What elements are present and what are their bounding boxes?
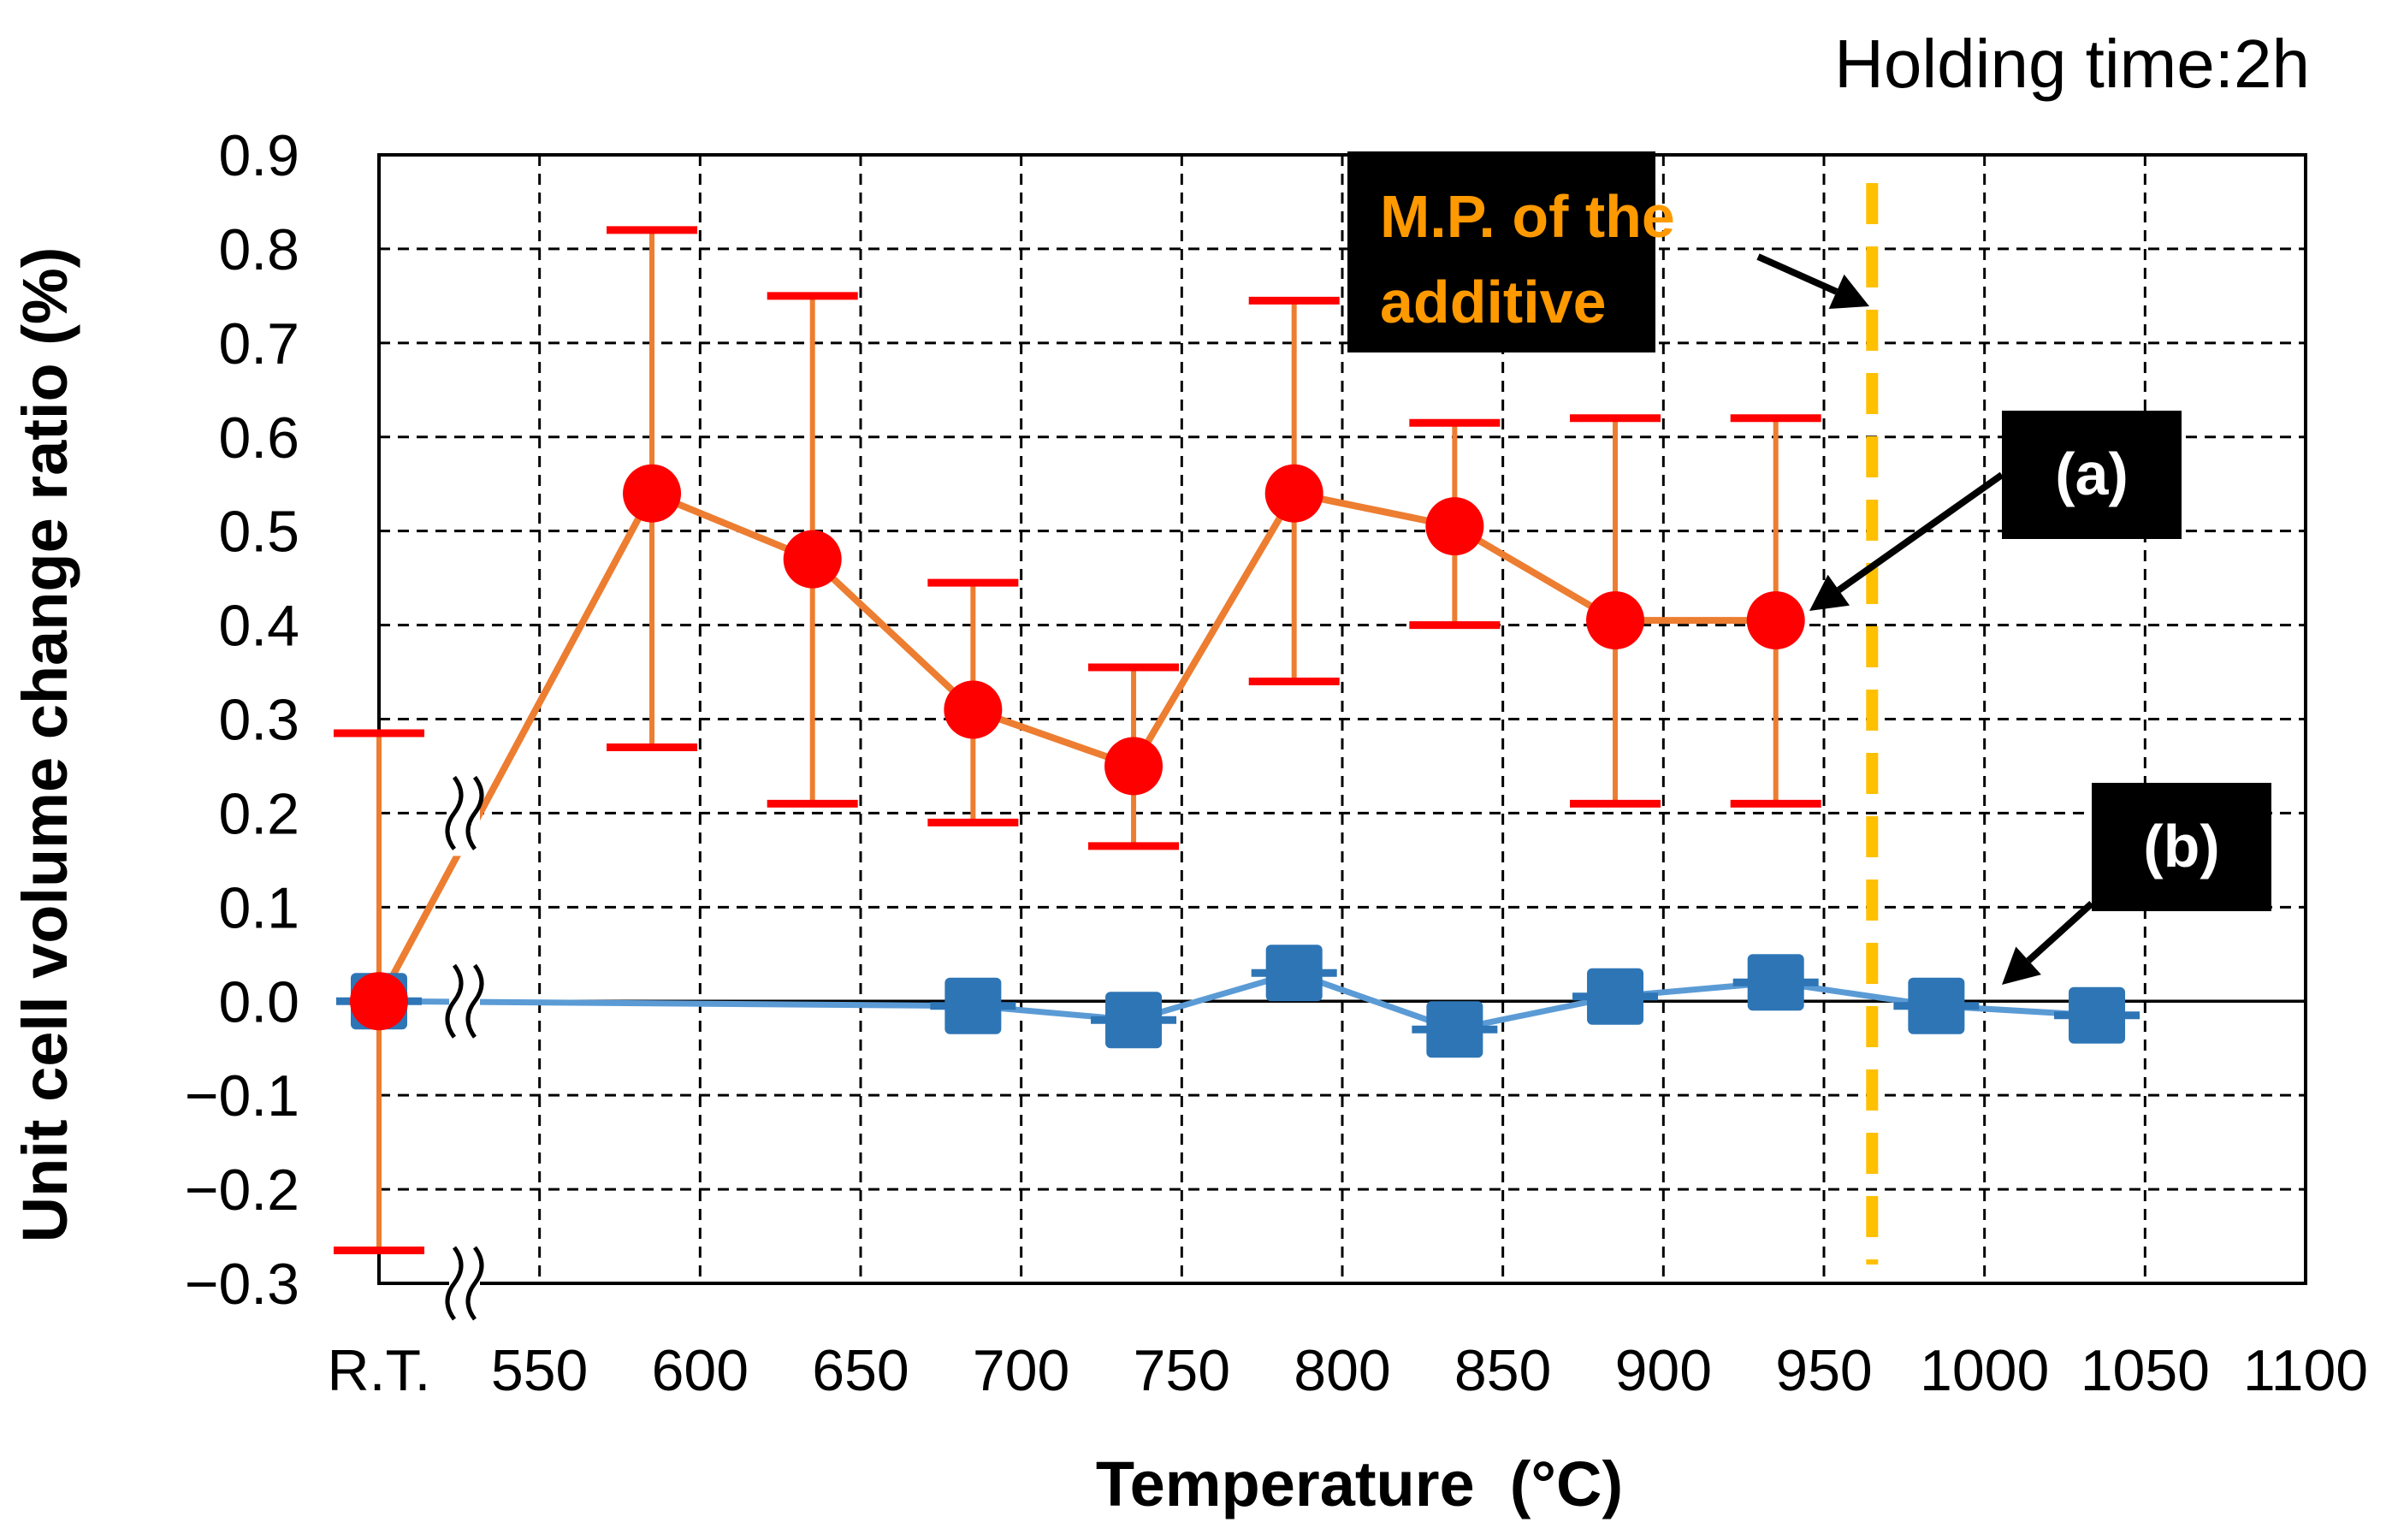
callout-box <box>1347 151 1655 352</box>
x-tick-label: 600 <box>652 1338 749 1403</box>
series-a-marker <box>1586 591 1645 650</box>
y-tick-label: −0.1 <box>185 1063 299 1128</box>
series-layer <box>334 226 2140 1255</box>
series-a-marker <box>350 972 408 1031</box>
series-a-marker <box>1746 591 1805 650</box>
x-tick-label: 1000 <box>1920 1338 2049 1403</box>
callout-melting-point: M.P. of the additive <box>1347 151 1869 352</box>
y-tick-label: 0.7 <box>218 311 299 376</box>
y-tick-label: −0.2 <box>185 1158 299 1223</box>
holding-time-note: Holding time:2h <box>1834 26 2310 102</box>
callout-arrow-head <box>2002 946 2041 985</box>
x-tick-label: 900 <box>1615 1338 1712 1403</box>
x-tick-label: 700 <box>973 1338 1069 1403</box>
y-tick-label: 0.0 <box>218 969 299 1034</box>
axis-break-squiggle-right <box>465 963 484 1039</box>
series-b-marker <box>1265 945 1323 1002</box>
callout-text-line: (b) <box>2143 813 2219 880</box>
series-b-marker <box>1105 992 1163 1049</box>
y-tick-label: 0.6 <box>218 406 299 471</box>
callout-text-line: (a) <box>2055 441 2129 507</box>
callouts: M.P. of the additive (a) (b) <box>1347 151 2271 985</box>
plot-frame <box>377 153 2307 1285</box>
axis-break-squiggle-left <box>445 775 464 850</box>
x-tick-label: 800 <box>1294 1338 1390 1403</box>
callout-a: (a) <box>1809 411 2182 611</box>
x-tick-label: 1100 <box>2243 1338 2368 1403</box>
callout-arrow-shaft <box>1836 471 2004 594</box>
series-b-marker <box>944 977 1002 1034</box>
x-tick-label: 650 <box>812 1338 909 1403</box>
series-a-marker <box>944 680 1003 739</box>
series-b-marker <box>1747 954 1804 1011</box>
series-a-marker <box>783 530 842 589</box>
series-a-marker <box>1425 497 1484 556</box>
x-tick-label: 750 <box>1134 1338 1230 1403</box>
series-a-marker <box>1104 737 1163 796</box>
callout-box <box>2092 783 2271 911</box>
series-a-marker <box>623 464 682 523</box>
series-b-marker <box>1908 977 1965 1034</box>
x-tick-label: 550 <box>491 1338 588 1403</box>
x-axis-title: Temperature (°C) <box>1096 1448 1623 1519</box>
y-axis-title: Unit cell volume change ratio (%) <box>9 247 80 1243</box>
callout-text-line: additive <box>1380 269 1607 335</box>
series-b-marker <box>1426 1001 1483 1058</box>
y-tick-label: 0.8 <box>218 217 299 282</box>
y-tick-label: 0.2 <box>218 781 299 846</box>
x-tick-label: R.T. <box>328 1338 431 1403</box>
callout-b: (b) <box>2002 783 2271 985</box>
y-tick-label: 0.4 <box>218 594 299 659</box>
callout-box <box>2002 411 2182 539</box>
x-tick-label: 1050 <box>2081 1338 2210 1403</box>
callout-arrow-shaft <box>2026 901 2094 963</box>
y-tick-label: −0.3 <box>185 1252 299 1317</box>
callout-arrow-shaft <box>1756 253 1838 295</box>
series-a-marker <box>1264 464 1323 523</box>
axis-break-marks <box>445 770 484 1326</box>
callout-text-line: M.P. of the <box>1380 183 1675 250</box>
axis-break-squiggle-left <box>445 1246 464 1321</box>
series-b-marker <box>1587 968 1644 1025</box>
series-b-marker <box>2069 986 2126 1044</box>
x-tick-label: 950 <box>1775 1338 1872 1403</box>
axis-break-squiggle-right <box>465 775 484 850</box>
axis-break-squiggle-right <box>465 1246 484 1321</box>
axis-break-squiggle-left <box>445 963 464 1039</box>
x-tick-label: 850 <box>1454 1338 1551 1403</box>
y-tick-label: 0.1 <box>218 875 299 940</box>
y-tick-label: 0.9 <box>218 123 299 188</box>
callout-arrow-head <box>1809 574 1850 611</box>
y-tick-label: 0.5 <box>218 500 299 565</box>
axes-labels: 0.9 0.8 0.7 0.6 0.5 0.4 0.3 0.2 0.1 0.0 −0.1 −0.2 −0… <box>9 26 2368 1519</box>
series-b-line <box>378 969 2140 1033</box>
plot-area-border <box>377 153 2307 1285</box>
y-tick-label: 0.3 <box>218 688 299 753</box>
callout-arrow-head <box>1828 274 1869 309</box>
